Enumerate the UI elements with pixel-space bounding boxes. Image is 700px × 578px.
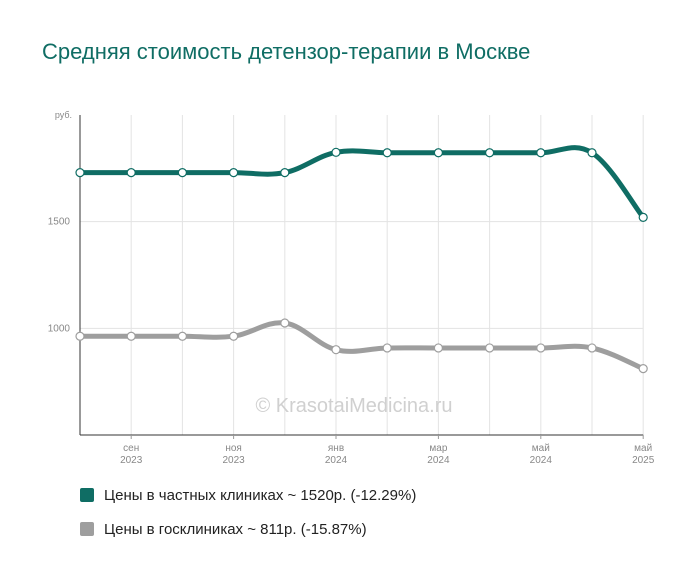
- data-point[interactable]: [126, 331, 136, 341]
- x-tick-label-year: 2023: [222, 455, 245, 466]
- series-2: [75, 318, 648, 374]
- legend: Цены в частных клиниках ~ 1520р. (-12.29…: [80, 485, 416, 539]
- x-tick-label-month: май: [634, 443, 652, 454]
- legend-swatch: [80, 522, 94, 536]
- data-point[interactable]: [280, 168, 290, 178]
- legend-item[interactable]: Цены в частных клиниках ~ 1520р. (-12.29…: [80, 485, 416, 505]
- axes: 15001000руб.сен2023ноя2023янв2024мар2024…: [48, 110, 655, 466]
- data-point[interactable]: [75, 331, 85, 341]
- data-point[interactable]: [433, 148, 443, 158]
- data-point[interactable]: [587, 343, 597, 353]
- legend-item[interactable]: Цены в госклиниках ~ 811р. (-15.87%): [80, 519, 416, 539]
- legend-label: Цены в частных клиниках ~ 1520р. (-12.29…: [104, 486, 417, 504]
- data-point[interactable]: [382, 343, 392, 353]
- x-tick-label-year: 2025: [632, 455, 655, 466]
- data-point[interactable]: [331, 147, 341, 157]
- data-point[interactable]: [126, 168, 136, 178]
- x-tick-label-month: май: [532, 443, 550, 454]
- data-point[interactable]: [229, 168, 239, 178]
- series-line: [77, 320, 646, 372]
- data-point[interactable]: [536, 343, 546, 353]
- data-point[interactable]: [485, 148, 495, 158]
- data-point[interactable]: [638, 364, 648, 374]
- data-point[interactable]: [177, 168, 187, 178]
- x-tick-label-year: 2024: [427, 455, 450, 466]
- grid-lines: [80, 115, 644, 435]
- series-line: [77, 145, 646, 220]
- data-point[interactable]: [331, 345, 341, 355]
- x-tick-label-month: сен: [123, 443, 139, 454]
- data-point[interactable]: [638, 212, 648, 222]
- data-point[interactable]: [75, 168, 85, 178]
- data-point[interactable]: [587, 148, 597, 158]
- y-tick-label: 1000: [48, 323, 71, 334]
- x-tick-label-year: 2023: [120, 455, 143, 466]
- legend-label: Цены в госклиниках ~ 811р. (-15.87%): [104, 520, 367, 538]
- x-tick-label-year: 2024: [325, 455, 348, 466]
- chart-title: Средняя стоимость детензор-терапии в Мос…: [42, 39, 531, 64]
- data-point[interactable]: [229, 331, 239, 341]
- x-tick-label-month: мар: [429, 443, 447, 454]
- x-tick-label-month: янв: [328, 443, 344, 454]
- data-point[interactable]: [177, 331, 187, 341]
- data-point[interactable]: [433, 343, 443, 353]
- y-tick-label: 1500: [48, 217, 71, 228]
- legend-swatch: [80, 488, 94, 502]
- data-point[interactable]: [280, 318, 290, 328]
- x-tick-label-year: 2024: [530, 455, 553, 466]
- data-point[interactable]: [382, 148, 392, 158]
- x-tick-label-month: ноя: [225, 443, 242, 454]
- data-point[interactable]: [536, 148, 546, 158]
- y-axis-unit: руб.: [55, 110, 72, 120]
- series-1: [75, 145, 648, 222]
- data-point[interactable]: [485, 343, 495, 353]
- watermark: © KrasotaiMedicina.ru: [255, 395, 452, 417]
- series-layer: [75, 145, 648, 374]
